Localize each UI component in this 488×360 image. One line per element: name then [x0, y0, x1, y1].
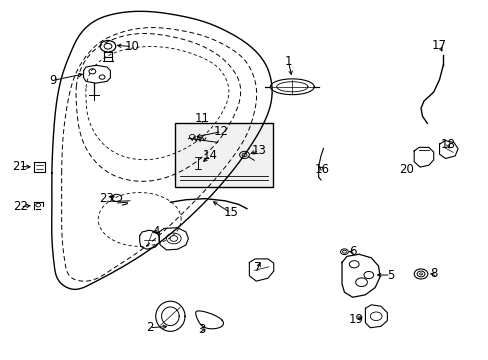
Text: 5: 5 [386, 269, 394, 282]
Text: 7: 7 [254, 261, 262, 274]
Text: 18: 18 [440, 138, 455, 151]
Text: 22: 22 [13, 201, 28, 213]
Text: 10: 10 [124, 40, 140, 53]
Text: 21: 21 [12, 160, 27, 173]
Text: 2: 2 [145, 321, 153, 334]
Text: 14: 14 [203, 149, 218, 162]
Text: 1: 1 [284, 55, 291, 68]
Text: 16: 16 [314, 163, 329, 176]
Text: 13: 13 [251, 144, 266, 157]
Text: 15: 15 [223, 207, 238, 220]
Text: 9: 9 [49, 74, 57, 87]
Text: 19: 19 [347, 313, 363, 327]
Bar [175, 123, 272, 187]
Text: 3: 3 [198, 323, 205, 336]
Text: 8: 8 [429, 267, 436, 280]
Text: 12: 12 [214, 125, 228, 138]
Bar [175, 123, 272, 187]
Text: 20: 20 [398, 163, 413, 176]
Text: 4: 4 [152, 225, 159, 238]
Text: 17: 17 [431, 39, 446, 52]
Text: 11: 11 [194, 112, 209, 125]
Text: 6: 6 [348, 245, 356, 258]
Text: 23: 23 [100, 192, 114, 205]
